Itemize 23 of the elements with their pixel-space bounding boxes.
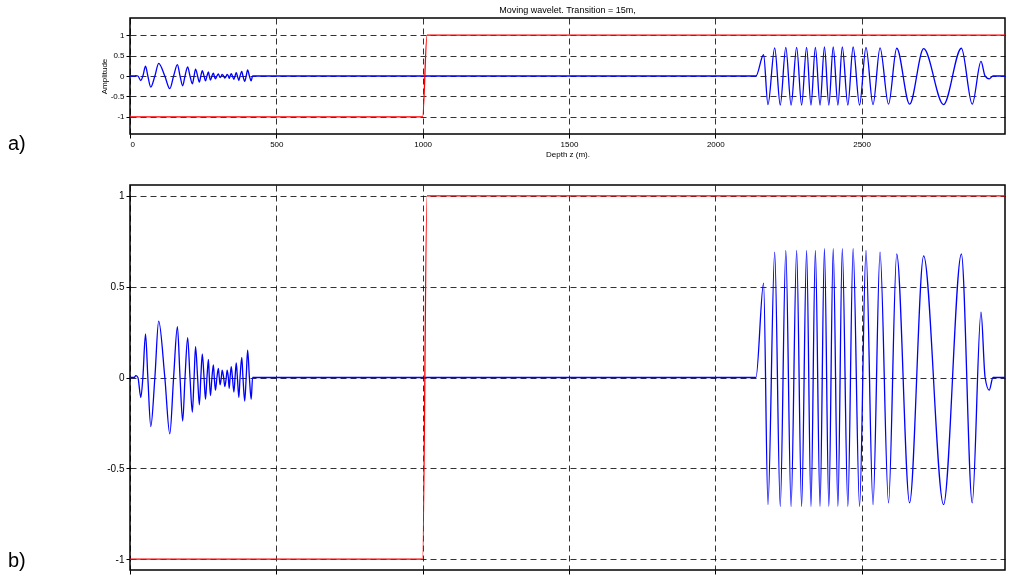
y-tick-label: 0 bbox=[118, 372, 125, 383]
x-tick-label: 2500 bbox=[853, 139, 872, 149]
x-tick-label: 1000 bbox=[414, 139, 433, 149]
y-tick-label: 1 bbox=[118, 190, 125, 202]
y-tick-label: 0.5 bbox=[113, 51, 126, 61]
line-series bbox=[130, 247, 1005, 508]
y-tick-label: -1 bbox=[115, 553, 125, 565]
x-tick-label: 0 bbox=[130, 139, 136, 149]
y-tick-label: -1 bbox=[117, 112, 126, 122]
y-tick-label: 0.5 bbox=[110, 281, 125, 293]
y-tick-label: 1 bbox=[120, 30, 126, 40]
y-axis-title: Amplitude bbox=[99, 58, 109, 95]
y-tick-label: -0.5 bbox=[107, 462, 125, 474]
text: b) bbox=[8, 549, 26, 572]
x-tick-label: 1500 bbox=[560, 139, 579, 149]
x-tick-label: 500 bbox=[270, 139, 285, 149]
x-tick-label: 2000 bbox=[706, 139, 726, 149]
line-series bbox=[130, 46, 1005, 106]
y-tick-label: 0 bbox=[120, 71, 126, 81]
chart-title: Moving wavelet. Transition = 15m, bbox=[499, 5, 636, 15]
x-axis-title: Depth z (m). bbox=[545, 149, 591, 159]
text: a) bbox=[8, 132, 26, 155]
y-tick-label: -0.5 bbox=[110, 91, 126, 101]
